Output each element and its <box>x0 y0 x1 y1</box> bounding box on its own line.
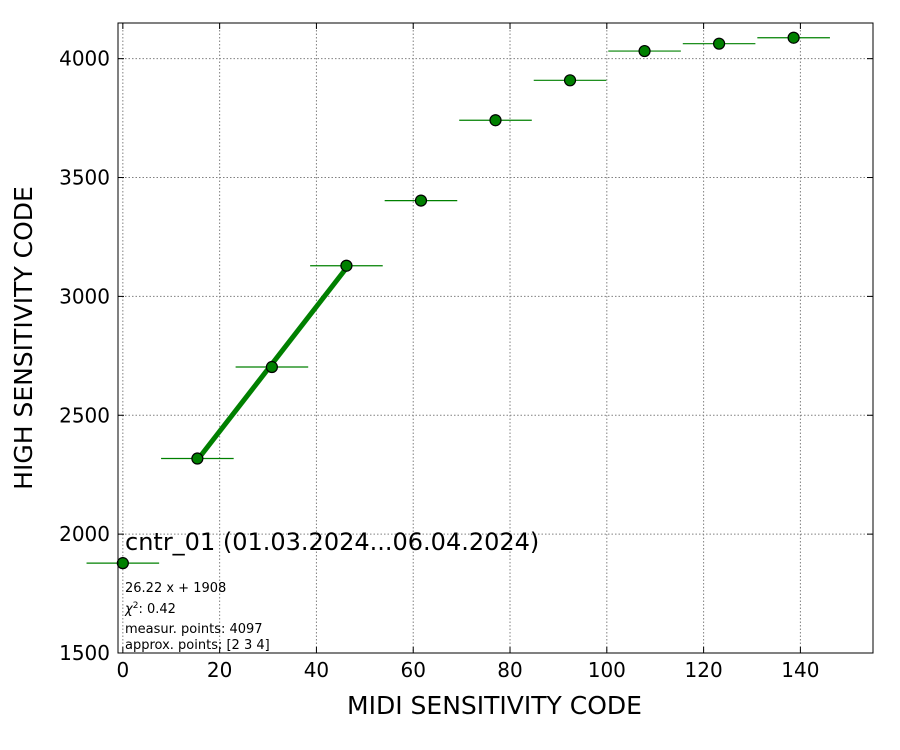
annotation-title: cntr_01 (01.03.2024...06.04.2024) <box>125 528 539 556</box>
data-point <box>563 74 577 87</box>
grid-lines <box>118 23 873 654</box>
x-axis-title: MIDI SENSITIVITY CODE <box>347 691 642 720</box>
data-point <box>638 44 651 58</box>
chi-symbol: χ <box>124 602 134 617</box>
y-tick-label: 3000 <box>59 284 110 308</box>
approx-points-label: approx. points: [2 3 4] <box>125 638 270 653</box>
fit-equation-label: 26.22 x + 1908 <box>125 581 226 596</box>
x-tick-label: 60 <box>400 658 425 682</box>
annotation-block: cntr_01 (01.03.2024...06.04.2024) 26.22 … <box>124 528 539 653</box>
y-tick-label: 2500 <box>59 403 110 427</box>
data-point <box>489 114 502 127</box>
x-tick-label: 0 <box>116 658 129 682</box>
y-tick-label: 1500 <box>59 641 110 665</box>
data-point <box>116 557 129 570</box>
plot-frame <box>117 22 874 654</box>
x-tick-label: 20 <box>207 658 232 682</box>
data-point <box>414 194 428 207</box>
data-points <box>86 31 830 570</box>
x-tick-label: 120 <box>685 658 723 682</box>
x-tick-label: 80 <box>497 658 522 682</box>
chi-exponent: 2 <box>133 601 139 611</box>
chi-value: : 0.42 <box>138 602 175 617</box>
axis-ticks: 0 20 40 60 80 100 120 140 1500 2000 2500 3000 3500 40… <box>59 23 873 682</box>
y-tick-label: 2000 <box>59 522 110 546</box>
y-tick-label: 4000 <box>59 47 110 71</box>
data-point <box>265 360 279 374</box>
x-tick-label: 40 <box>304 658 329 682</box>
data-point <box>191 452 204 465</box>
data-point <box>787 31 800 44</box>
data-point <box>712 37 726 50</box>
data-point <box>340 259 353 272</box>
y-axis-title: HIGH SENSITIVITY CODE <box>9 186 38 490</box>
x-tick-label: 100 <box>588 658 626 682</box>
chi-square-label: χ2: 0.42 <box>124 601 176 617</box>
x-tick-label: 140 <box>781 658 819 682</box>
y-tick-label: 3500 <box>59 166 110 190</box>
measured-points-label: measur. points: 4097 <box>125 622 263 637</box>
